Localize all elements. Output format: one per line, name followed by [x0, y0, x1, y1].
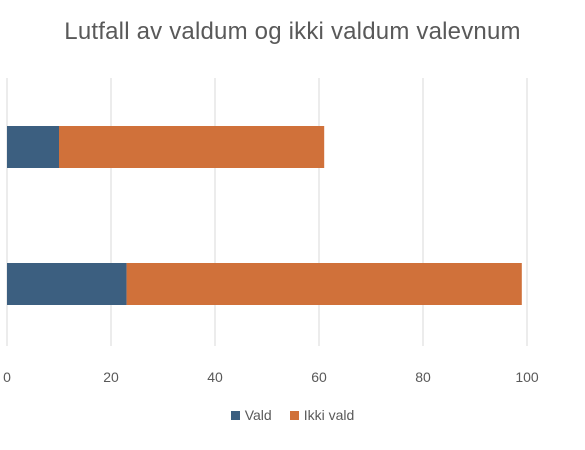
x-tick-label: 20 — [103, 369, 119, 385]
x-tick-label: 0 — [3, 369, 11, 385]
x-tick-label: 80 — [415, 369, 431, 385]
x-tick-label: 100 — [515, 369, 539, 385]
x-tick-label: 60 — [311, 369, 327, 385]
bar-ikki-vald — [59, 126, 325, 168]
legend: Vald Ikki vald — [0, 407, 585, 423]
legend-swatch — [289, 410, 299, 420]
bar-vald — [7, 126, 59, 168]
x-tick-label: 40 — [207, 369, 223, 385]
legend-label: Vald — [244, 407, 272, 423]
bar-vald — [7, 263, 127, 305]
legend-item: Vald — [230, 407, 272, 423]
chart-title: Lutfall av valdum og ikki valdum valevnu… — [64, 18, 521, 45]
legend-label: Ikki vald — [303, 407, 355, 423]
legend-item: Ikki vald — [289, 407, 355, 423]
legend-swatch — [230, 410, 240, 420]
bar-ikki-vald — [126, 263, 522, 305]
